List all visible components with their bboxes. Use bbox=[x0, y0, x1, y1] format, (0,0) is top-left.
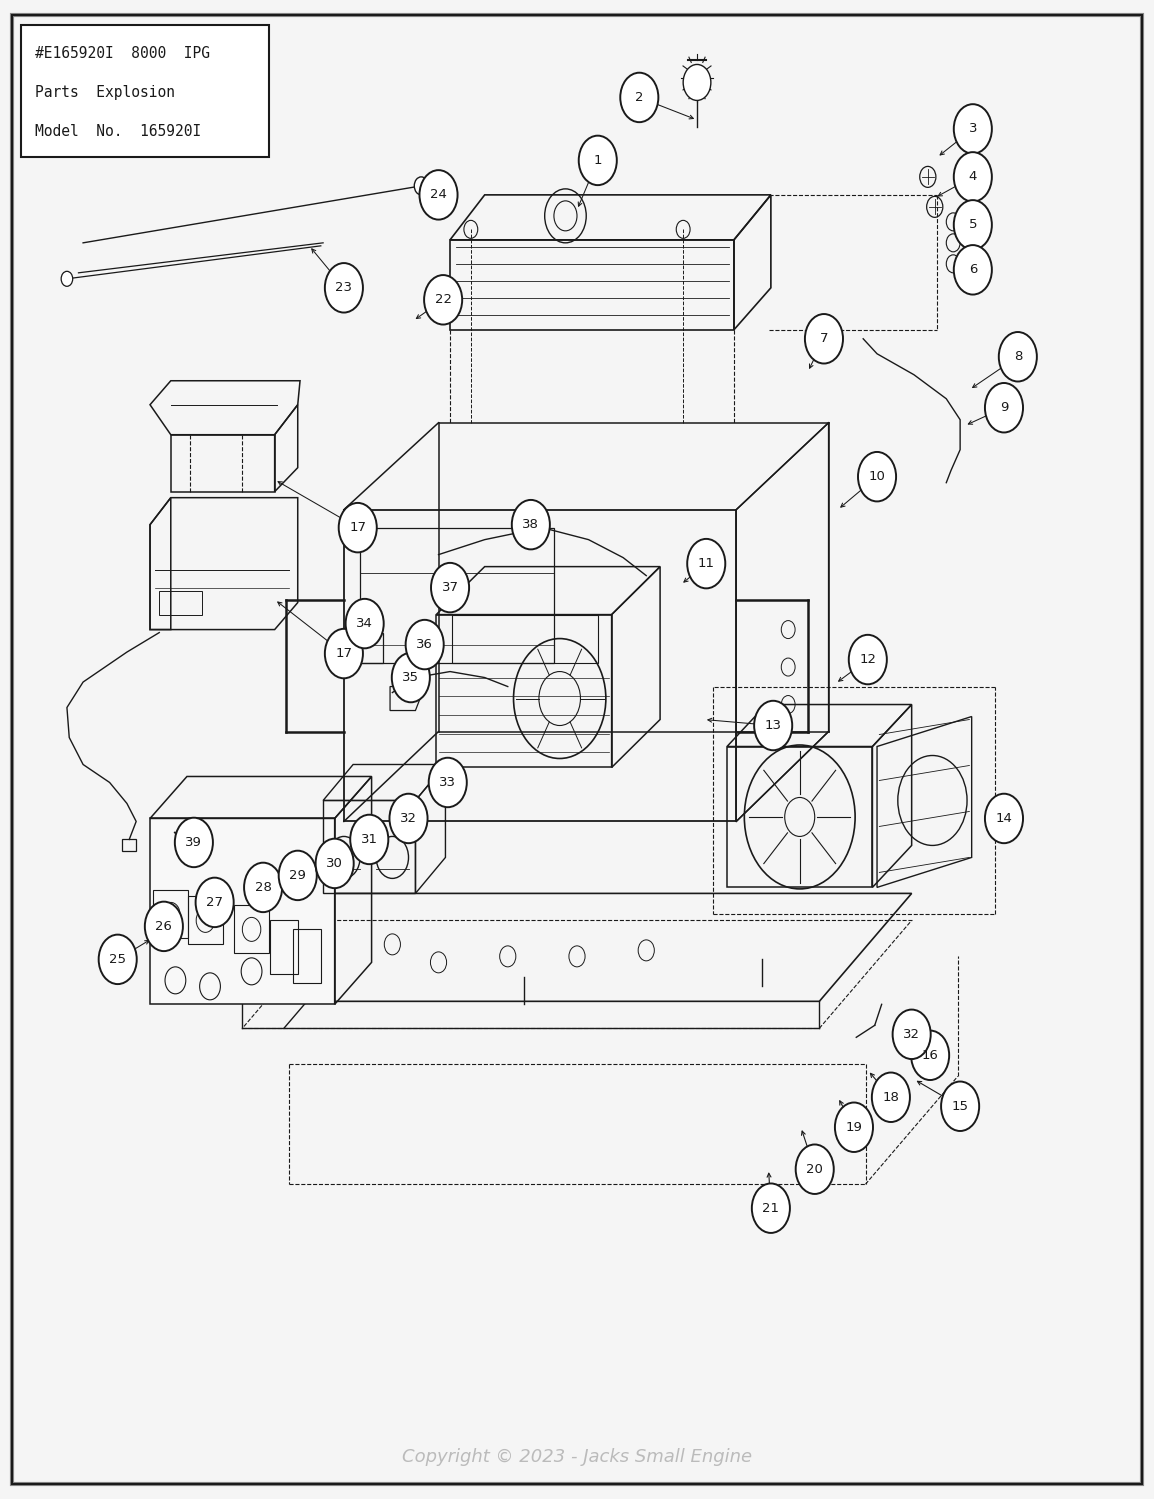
Circle shape bbox=[325, 264, 362, 313]
Text: Model  No.  165920I: Model No. 165920I bbox=[35, 124, 201, 139]
Text: 18: 18 bbox=[883, 1091, 899, 1103]
Circle shape bbox=[998, 333, 1036, 382]
Circle shape bbox=[245, 863, 282, 911]
Circle shape bbox=[755, 700, 793, 751]
Text: 10: 10 bbox=[869, 471, 885, 483]
Text: 26: 26 bbox=[156, 920, 172, 932]
Circle shape bbox=[432, 562, 469, 613]
Text: 15: 15 bbox=[952, 1100, 968, 1112]
Circle shape bbox=[953, 201, 992, 250]
Text: 3: 3 bbox=[968, 123, 977, 135]
Text: Parts  Explosion: Parts Explosion bbox=[35, 85, 174, 100]
Circle shape bbox=[389, 794, 427, 842]
Circle shape bbox=[893, 1010, 931, 1058]
Text: 24: 24 bbox=[430, 189, 447, 201]
Text: 13: 13 bbox=[765, 720, 781, 732]
Circle shape bbox=[912, 1031, 949, 1081]
Text: 30: 30 bbox=[327, 857, 343, 869]
Circle shape bbox=[834, 1103, 874, 1151]
Text: 39: 39 bbox=[186, 836, 202, 848]
Text: 38: 38 bbox=[523, 519, 539, 531]
Circle shape bbox=[429, 758, 466, 808]
Text: 29: 29 bbox=[290, 869, 306, 881]
Circle shape bbox=[511, 499, 550, 550]
Circle shape bbox=[339, 502, 376, 553]
Text: 31: 31 bbox=[361, 833, 377, 845]
Circle shape bbox=[872, 1073, 909, 1121]
Circle shape bbox=[351, 814, 388, 863]
Text: 37: 37 bbox=[442, 582, 458, 594]
Circle shape bbox=[425, 276, 462, 325]
Text: 12: 12 bbox=[860, 654, 876, 666]
Text: 7: 7 bbox=[819, 333, 829, 345]
Text: 11: 11 bbox=[698, 558, 714, 570]
Text: 9: 9 bbox=[999, 402, 1009, 414]
Text: 14: 14 bbox=[996, 812, 1012, 824]
Text: 32: 32 bbox=[904, 1028, 920, 1040]
Text: 23: 23 bbox=[336, 282, 352, 294]
Circle shape bbox=[196, 877, 233, 926]
Text: 22: 22 bbox=[435, 294, 451, 306]
Circle shape bbox=[857, 453, 896, 501]
Circle shape bbox=[621, 72, 658, 123]
Circle shape bbox=[175, 817, 212, 866]
Circle shape bbox=[406, 619, 443, 670]
Circle shape bbox=[683, 64, 711, 100]
Polygon shape bbox=[150, 818, 335, 1004]
Text: 25: 25 bbox=[110, 953, 126, 965]
Circle shape bbox=[420, 171, 457, 220]
Text: 17: 17 bbox=[336, 648, 352, 660]
Circle shape bbox=[795, 1145, 833, 1193]
Circle shape bbox=[984, 794, 1024, 842]
Circle shape bbox=[752, 1184, 790, 1232]
Circle shape bbox=[414, 177, 428, 195]
Text: 17: 17 bbox=[350, 522, 366, 534]
Circle shape bbox=[984, 384, 1024, 433]
Circle shape bbox=[953, 246, 992, 295]
Text: 2: 2 bbox=[635, 91, 644, 103]
Text: #E165920I  8000  IPG: #E165920I 8000 IPG bbox=[35, 46, 210, 61]
Circle shape bbox=[391, 652, 429, 702]
Text: 32: 32 bbox=[400, 812, 417, 824]
Circle shape bbox=[279, 850, 316, 899]
Text: 33: 33 bbox=[440, 776, 456, 788]
Text: 34: 34 bbox=[357, 618, 373, 630]
Text: 35: 35 bbox=[403, 672, 419, 684]
Text: 21: 21 bbox=[763, 1202, 779, 1214]
Circle shape bbox=[98, 935, 136, 985]
Text: Copyright © 2023 - Jacks Small Engine: Copyright © 2023 - Jacks Small Engine bbox=[402, 1448, 752, 1466]
Text: 28: 28 bbox=[255, 881, 271, 893]
Text: 36: 36 bbox=[417, 639, 433, 651]
Text: 5: 5 bbox=[968, 219, 977, 231]
Text: 4: 4 bbox=[968, 171, 977, 183]
Text: 16: 16 bbox=[922, 1049, 938, 1061]
Text: 19: 19 bbox=[846, 1121, 862, 1133]
Text: 8: 8 bbox=[1013, 351, 1022, 363]
Circle shape bbox=[346, 600, 383, 649]
Circle shape bbox=[325, 630, 362, 679]
Text: 20: 20 bbox=[807, 1163, 823, 1175]
Circle shape bbox=[941, 1082, 979, 1130]
Circle shape bbox=[578, 136, 617, 186]
Circle shape bbox=[687, 540, 725, 589]
Text: 6: 6 bbox=[968, 264, 977, 276]
Circle shape bbox=[315, 839, 353, 887]
Circle shape bbox=[804, 313, 842, 364]
Circle shape bbox=[953, 105, 992, 154]
Circle shape bbox=[145, 901, 182, 952]
Circle shape bbox=[848, 636, 886, 684]
Circle shape bbox=[61, 271, 73, 286]
Bar bbox=[21, 25, 269, 157]
Text: 27: 27 bbox=[207, 896, 223, 908]
Text: 1: 1 bbox=[593, 154, 602, 166]
Circle shape bbox=[953, 153, 992, 202]
